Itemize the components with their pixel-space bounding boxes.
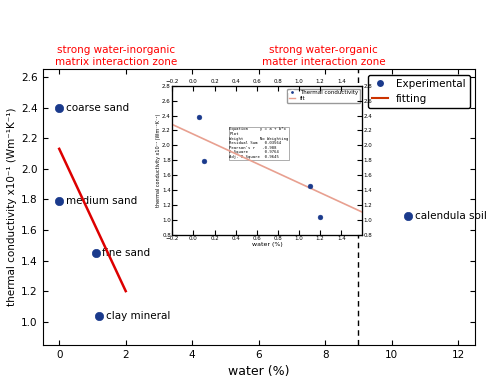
- Text: fine sand: fine sand: [102, 248, 150, 258]
- X-axis label: water (%): water (%): [228, 365, 290, 378]
- Y-axis label: thermal conductivity x10⁻¹ (Wm⁻¹K⁻¹): thermal conductivity x10⁻¹ (Wm⁻¹K⁻¹): [7, 108, 17, 306]
- Legend: Experimental, fitting: Experimental, fitting: [368, 75, 470, 108]
- Text: medium sand: medium sand: [66, 196, 137, 206]
- Text: strong water-inorganic
matrix interaction zone: strong water-inorganic matrix interactio…: [55, 45, 177, 67]
- Text: calendula soil: calendula soil: [415, 211, 487, 221]
- Text: clay mineral: clay mineral: [106, 311, 170, 321]
- Text: coarse sand: coarse sand: [66, 102, 129, 112]
- Text: strong water-organic
matter interaction zone: strong water-organic matter interaction …: [262, 45, 386, 67]
